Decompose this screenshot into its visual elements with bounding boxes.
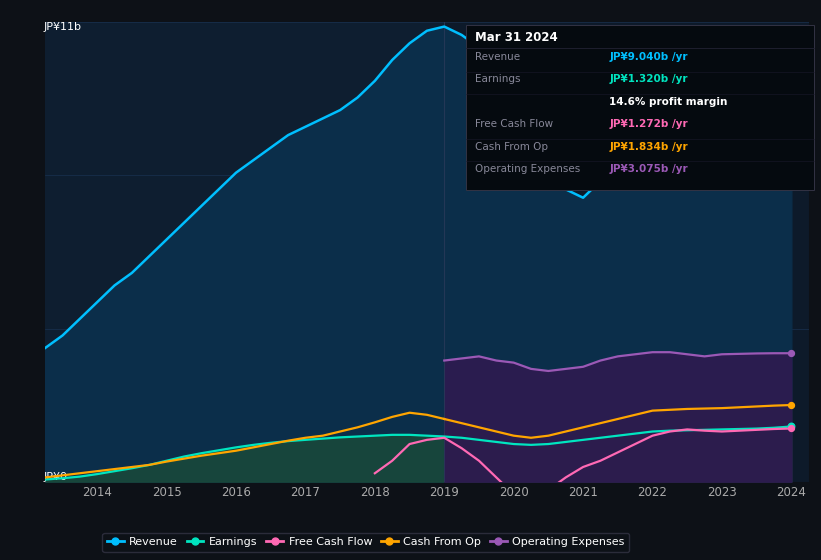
Text: JP¥1.834b /yr: JP¥1.834b /yr: [609, 142, 688, 152]
Text: Free Cash Flow: Free Cash Flow: [475, 119, 553, 129]
Text: Operating Expenses: Operating Expenses: [475, 164, 580, 174]
Text: Revenue: Revenue: [475, 52, 521, 62]
Text: Cash From Op: Cash From Op: [475, 142, 548, 152]
Text: Mar 31 2024: Mar 31 2024: [475, 31, 558, 44]
Text: JP¥0: JP¥0: [44, 472, 67, 482]
Text: Earnings: Earnings: [475, 74, 521, 85]
Bar: [444, 22, 809, 482]
Text: JP¥1.272b /yr: JP¥1.272b /yr: [609, 119, 688, 129]
Point: [785, 349, 798, 358]
Text: JP¥1.320b /yr: JP¥1.320b /yr: [609, 74, 688, 85]
Point: [785, 400, 798, 409]
Point: [785, 100, 798, 109]
Text: JP¥3.075b /yr: JP¥3.075b /yr: [609, 164, 688, 174]
Legend: Revenue, Earnings, Free Cash Flow, Cash From Op, Operating Expenses: Revenue, Earnings, Free Cash Flow, Cash …: [103, 533, 629, 552]
Text: 14.6% profit margin: 14.6% profit margin: [609, 97, 727, 107]
Text: JP¥11b: JP¥11b: [44, 22, 81, 32]
Point: [785, 424, 798, 433]
Text: JP¥9.040b /yr: JP¥9.040b /yr: [609, 52, 688, 62]
Point: [785, 422, 798, 431]
